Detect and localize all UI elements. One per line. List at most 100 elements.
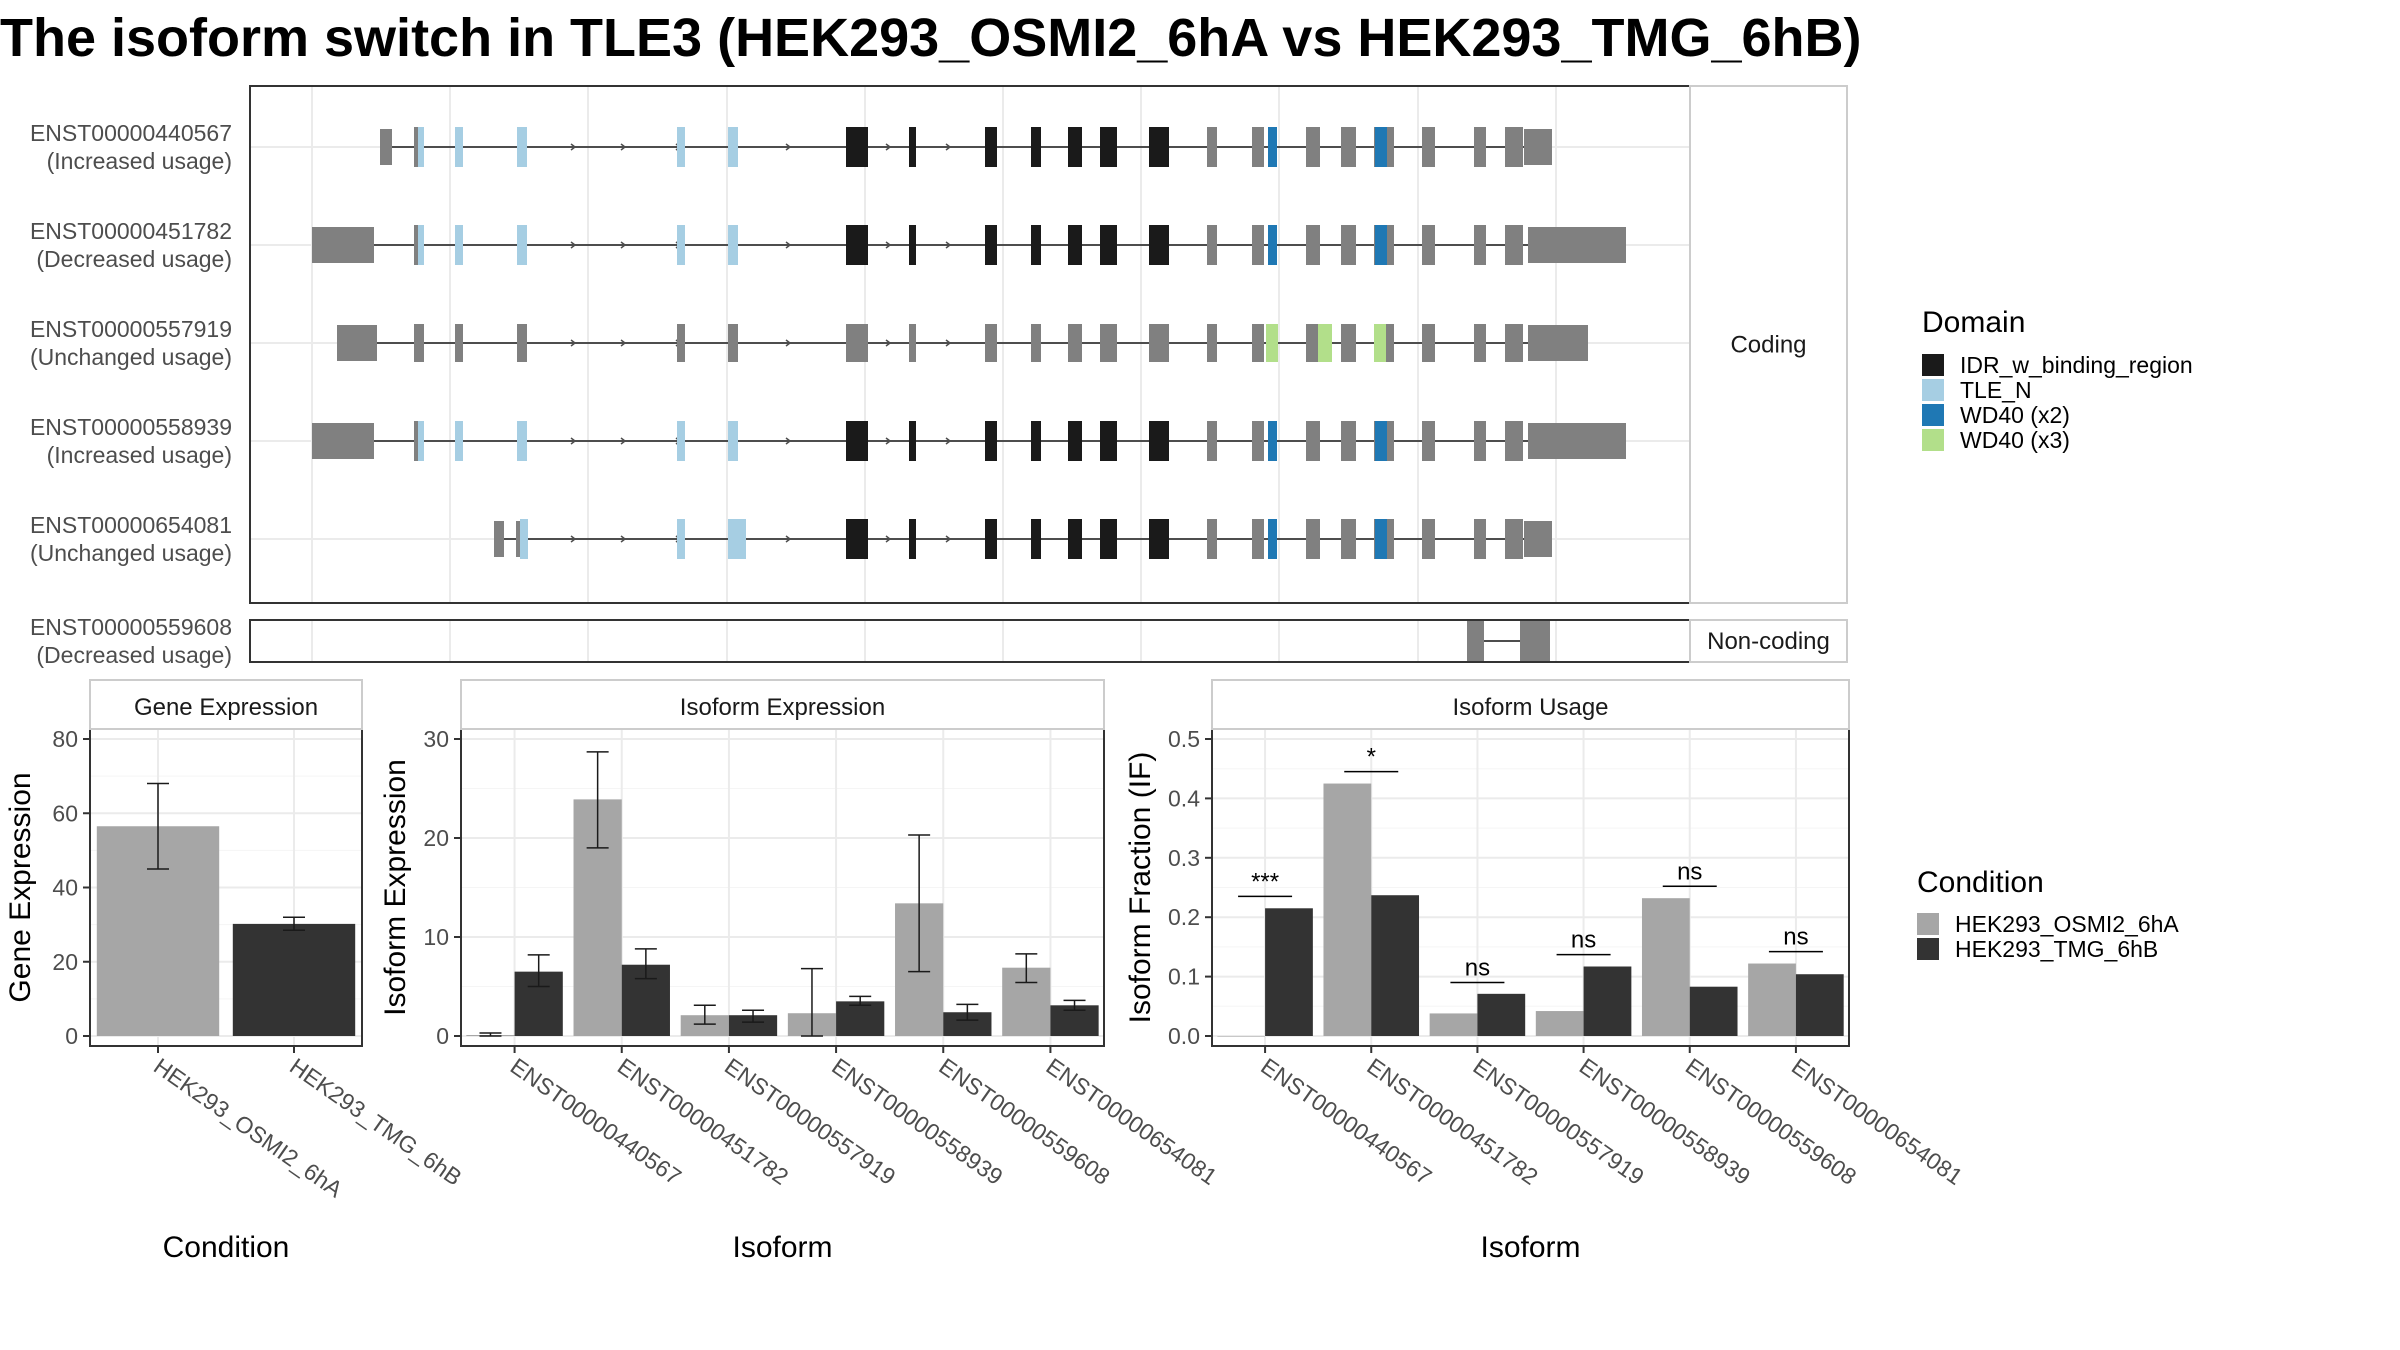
x-tick-label: ENST00000451782 xyxy=(1362,1053,1542,1190)
bar-ENST00000557919-HEK293_OSMI2_6hA xyxy=(1429,1013,1478,1036)
exon xyxy=(1100,421,1117,461)
bar-ENST00000557919-HEK293_OSMI2_6hA xyxy=(680,1015,729,1036)
exon xyxy=(455,225,463,265)
exon xyxy=(728,421,738,461)
x-tick-label: ENST00000654081 xyxy=(1042,1053,1222,1190)
bar-ENST00000557919-HEK293_TMG_6hB xyxy=(1477,993,1526,1036)
wd40-x2-domain xyxy=(1375,127,1387,167)
x-tick-label: ENST00000557919 xyxy=(1469,1053,1649,1190)
coding-strip-label: Coding xyxy=(1730,332,1806,359)
exon xyxy=(1422,127,1435,167)
exon xyxy=(846,127,868,167)
exon xyxy=(846,519,868,559)
exon xyxy=(677,225,685,265)
exon xyxy=(1149,519,1169,559)
exon xyxy=(1341,519,1356,559)
condition-legend-title: Condition xyxy=(1917,866,2044,899)
x-tick-label: ENST00000559608 xyxy=(1681,1053,1861,1190)
exon xyxy=(414,225,424,265)
utr-exon xyxy=(1524,129,1552,165)
exon xyxy=(1306,225,1320,265)
exon xyxy=(909,519,916,559)
exon xyxy=(1100,519,1117,559)
strand-arrow xyxy=(785,241,792,249)
strand-arrow xyxy=(620,437,627,445)
transcript-id-label: ENST00000654081 xyxy=(30,512,232,538)
exon xyxy=(1505,127,1523,167)
strand-arrow xyxy=(945,241,952,249)
exon xyxy=(1341,225,1356,265)
x-tick-label: ENST00000558939 xyxy=(1575,1053,1755,1190)
strand-arrow xyxy=(785,339,792,347)
chart-isoform-expression: 0 10 20 30 Isoform Expression ENST00000440567… xyxy=(379,679,1222,1264)
y-tick-label: 0.0 xyxy=(1168,1023,1200,1049)
coding-panel-bg xyxy=(250,86,1690,603)
transcript-ENST00000558939: ENST00000558939(Increased usage) xyxy=(30,414,1626,468)
chart-title: Gene Expression xyxy=(134,694,318,721)
utr-exon xyxy=(312,227,374,263)
exon xyxy=(985,421,997,461)
x-axis-label: Condition xyxy=(163,1231,290,1264)
y-tick-label: 80 xyxy=(52,726,78,752)
exon xyxy=(1505,519,1523,559)
strand-arrow xyxy=(945,437,952,445)
y-tick-label: 0.1 xyxy=(1168,964,1200,990)
strand-arrow xyxy=(785,437,792,445)
exon xyxy=(1031,519,1041,559)
domain-legend-label: TLE_N xyxy=(1960,377,2032,403)
y-axis-label: Gene Expression xyxy=(4,772,37,1002)
significance-label: * xyxy=(1367,744,1376,771)
exon xyxy=(455,127,463,167)
strand-arrow xyxy=(570,339,577,347)
exon xyxy=(1252,127,1264,167)
strand-arrow xyxy=(885,535,892,543)
exon xyxy=(1505,421,1523,461)
domain-legend-label: IDR_w_binding_region xyxy=(1960,352,2193,378)
x-tick-label: ENST00000654081 xyxy=(1787,1053,1967,1190)
significance-label: *** xyxy=(1251,868,1279,895)
exon xyxy=(1505,225,1523,265)
domain-legend-swatch xyxy=(1922,429,1944,451)
transcript-usage-label: (Increased usage) xyxy=(47,148,232,174)
strand-arrow xyxy=(620,535,627,543)
exon xyxy=(1068,127,1082,167)
chart-strip xyxy=(89,679,363,730)
domain-legend-label: WD40 (x2) xyxy=(1960,402,2070,428)
exon-edge xyxy=(414,127,418,167)
exon xyxy=(1306,127,1320,167)
domain-legend-swatch xyxy=(1922,379,1944,401)
exon xyxy=(1100,225,1117,265)
y-tick-label: 0.5 xyxy=(1168,726,1200,752)
strand-arrow xyxy=(570,241,577,249)
strand-arrow xyxy=(885,143,892,151)
wd40-x2-domain xyxy=(1268,519,1277,559)
significance-label: ns xyxy=(1677,858,1702,885)
chart-strip xyxy=(1211,679,1850,730)
y-tick-label: 10 xyxy=(423,924,449,950)
exon xyxy=(1207,421,1217,461)
transcript-ENST00000440567: ENST00000440567(Increased usage) xyxy=(30,120,1552,174)
exon xyxy=(1474,519,1486,559)
exon xyxy=(1031,127,1041,167)
exon xyxy=(1252,324,1264,362)
exon xyxy=(517,324,527,362)
exon xyxy=(1422,324,1435,362)
significance-label: ns xyxy=(1571,927,1596,954)
exon xyxy=(1306,421,1320,461)
condition-legend-label: HEK293_OSMI2_6hA xyxy=(1955,911,2179,937)
x-tick-label: ENST00000440567 xyxy=(1256,1053,1436,1190)
noncoding-panel-bg xyxy=(250,620,1690,662)
wd40-x2-domain xyxy=(1375,421,1387,461)
exon xyxy=(1422,225,1435,265)
transcript-id-label: ENST00000451782 xyxy=(30,218,232,244)
bar-ENST00000559608-HEK293_OSMI2_6hA xyxy=(1641,898,1690,1036)
utr-exon xyxy=(312,423,374,459)
strand-arrow xyxy=(620,143,627,151)
exon xyxy=(1031,225,1041,265)
exon xyxy=(517,127,527,167)
strand-arrow xyxy=(945,339,952,347)
wd40-x2-domain xyxy=(1375,225,1387,265)
